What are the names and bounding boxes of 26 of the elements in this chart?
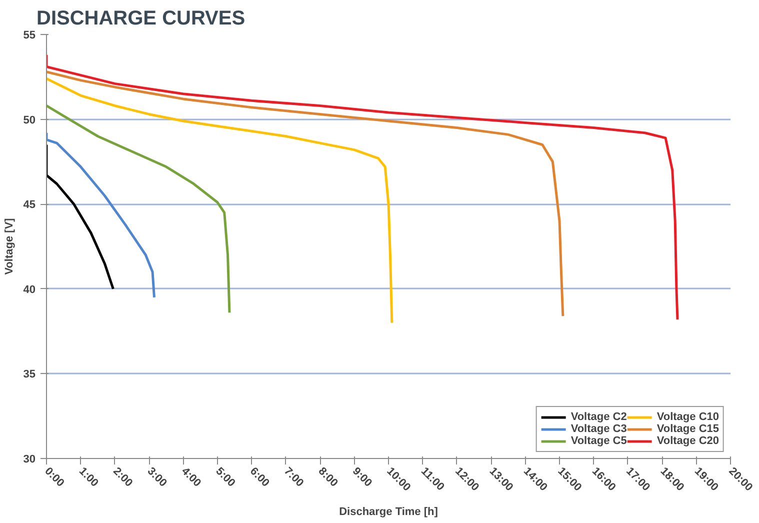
line-series [46,54,679,321]
y-tick-label: 50 [23,114,36,126]
x-tick-label: 2:00 [110,465,135,490]
x-tick-label: 1:00 [76,465,101,490]
line-series [46,104,231,314]
legend-label: Voltage C15 [656,423,719,435]
y-axis-title: Voltage [V] [3,218,16,275]
legend-label: Voltage C5 [570,435,627,447]
line-series [46,70,564,318]
y-tick-label: 35 [23,368,36,381]
line-series [46,143,114,290]
y-tick-label: 30 [23,454,36,466]
legend-label: Voltage C20 [656,435,719,447]
line-series [46,132,156,299]
line-series [46,77,394,324]
x-tick-label: 6:00 [247,465,272,490]
chart-title: DISCHARGE CURVES [36,8,246,30]
y-tick-label: 40 [23,284,36,296]
legend-label: Voltage C2 [570,411,627,423]
legend-label: Voltage C10 [656,411,719,423]
legend-label: Voltage C3 [570,423,627,435]
x-tick-label: 4:00 [179,465,204,490]
x-tick-label: 0:00 [42,465,66,490]
y-tick-label: 45 [23,199,36,212]
y-tick-label: 55 [23,30,36,42]
x-axis-title: Discharge Time [h] [339,506,438,518]
